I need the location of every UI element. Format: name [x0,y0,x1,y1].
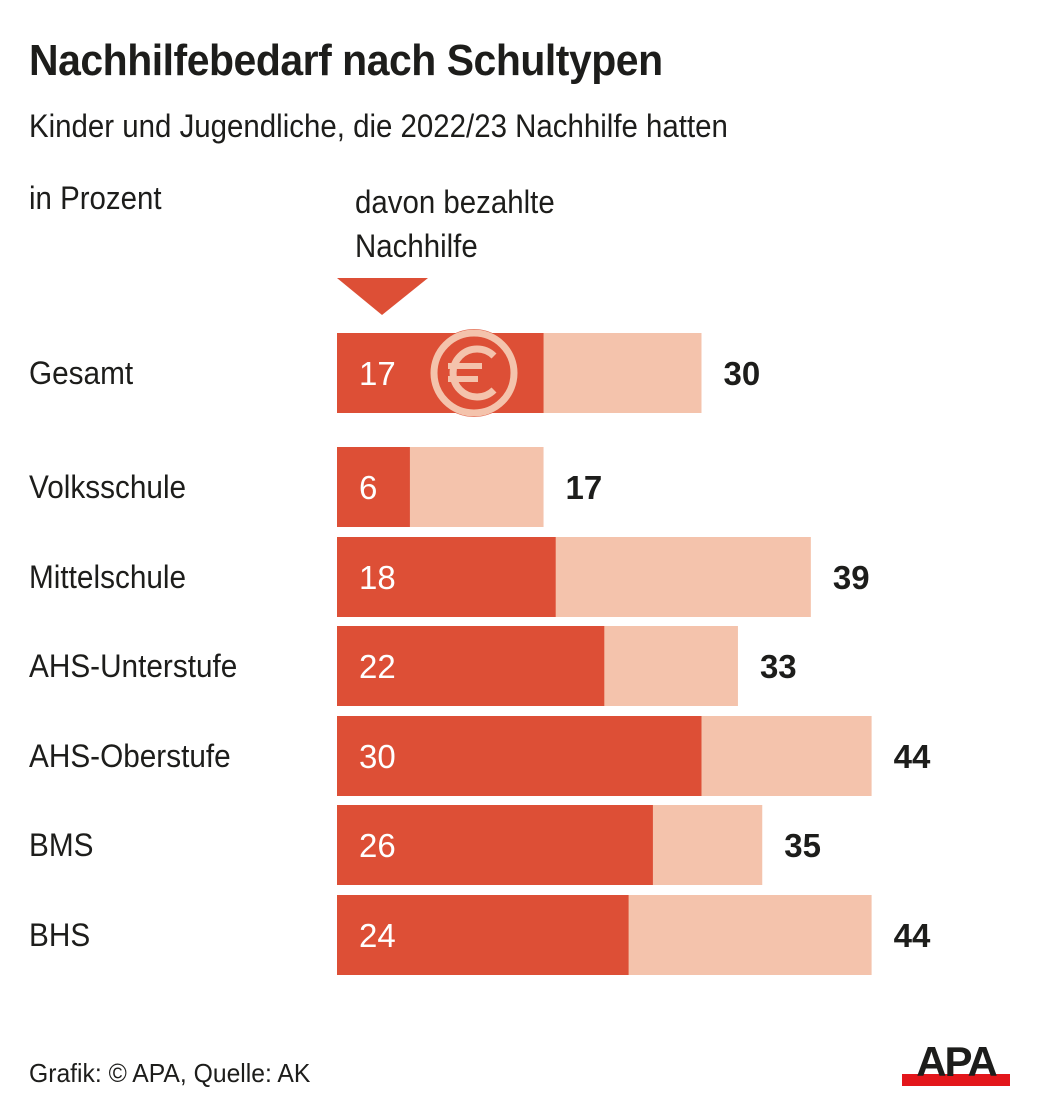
total-value-label: 35 [784,827,821,864]
total-value-label: 33 [760,648,797,685]
paid-value-label: 24 [359,917,396,954]
paid-value-label: 18 [359,559,396,596]
total-value-label: 30 [724,355,761,392]
bars-group: Gesamt 17 30 Volksschule 6 17 Mittelschule 18 39… [29,329,931,975]
unit-label: in Prozent [29,180,162,216]
apa-logo-underline [902,1074,1010,1086]
bar-paid [337,537,556,617]
category-label: Mittelschule [29,559,186,595]
bar-paid [337,626,605,706]
total-value-label: 39 [833,559,870,596]
apa-logo-text: APA [916,1040,997,1085]
category-label: AHS-Oberstufe [29,738,231,774]
bar-paid [337,895,629,975]
total-value-label: 44 [894,738,931,775]
paid-series-label-line1: davon bezahlte [355,184,555,220]
paid-value-label: 17 [359,355,396,392]
paid-value-label: 26 [359,827,396,864]
triangle-down-icon [337,278,428,315]
bar-paid [337,447,410,527]
paid-value-label: 30 [359,738,396,775]
euro-icon [430,329,518,417]
category-label: BMS [29,827,93,863]
chart-subtitle: Kinder und Jugendliche, die 2022/23 Nach… [29,108,728,144]
paid-value-label: 22 [359,648,396,685]
category-label: BHS [29,917,90,953]
category-label: AHS-Unterstufe [29,648,237,684]
chart-title: Nachhilfebedarf nach Schultypen [29,36,663,85]
bar-paid [337,716,702,796]
category-label: Volksschule [29,469,186,505]
bar-paid [337,805,653,885]
source-credit: Grafik: © APA, Quelle: AK [29,1058,311,1088]
apa-logo: APA [902,1040,1010,1086]
category-label: Gesamt [29,355,134,391]
paid-series-label-line2: Nachhilfe [355,228,478,264]
total-value-label: 44 [894,917,931,954]
total-value-label: 17 [566,469,603,506]
paid-series-label: davon bezahlte Nachhilfe [355,180,555,268]
paid-value-label: 6 [359,469,377,506]
